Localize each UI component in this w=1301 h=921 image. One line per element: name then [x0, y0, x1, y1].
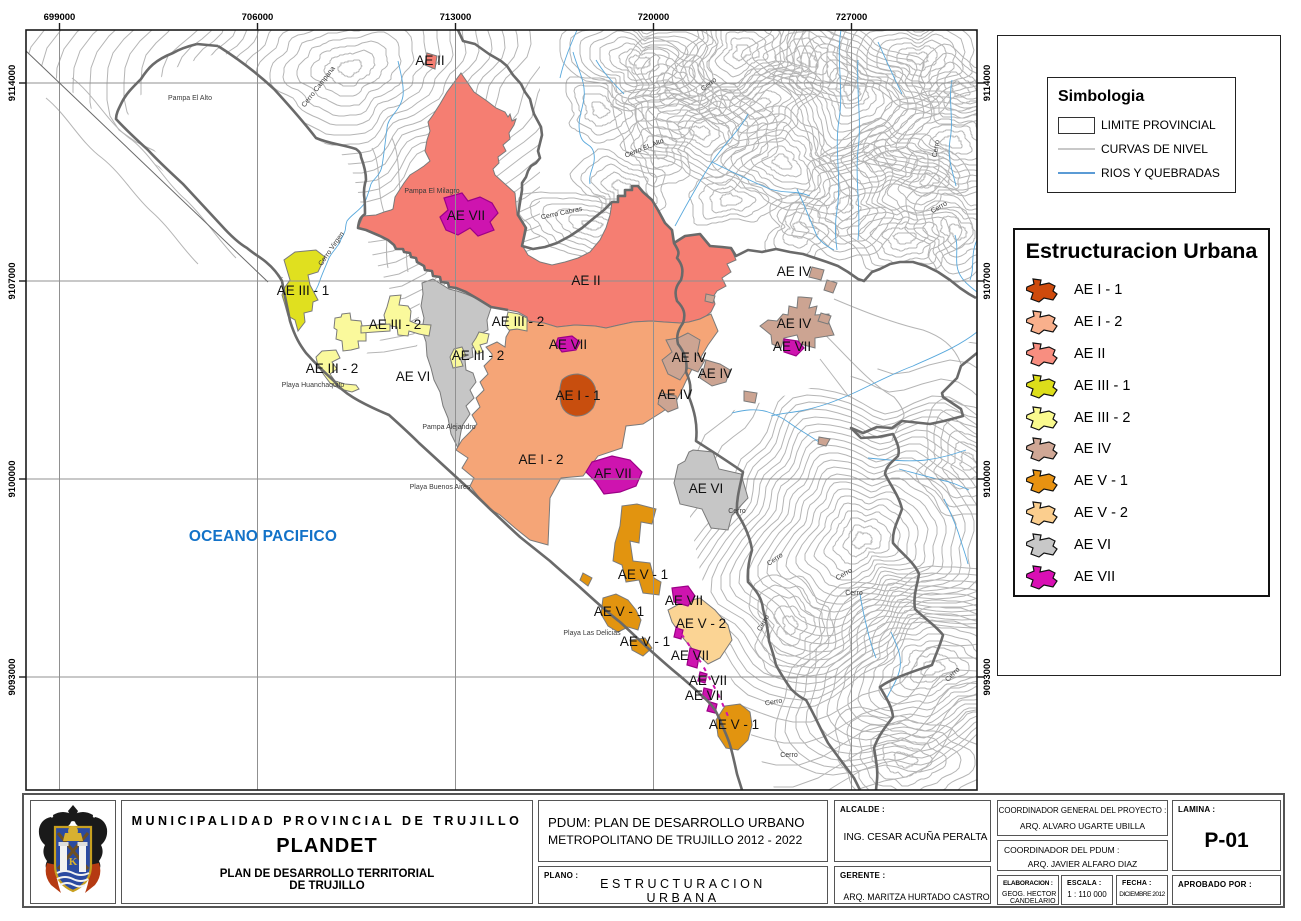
svg-text:727000: 727000 [836, 12, 868, 23]
svg-text:Cerro Cabras: Cerro Cabras [540, 206, 583, 222]
svg-text:AE I - 2: AE I - 2 [518, 452, 563, 467]
svg-text:AE V - 1: AE V - 1 [618, 567, 668, 582]
svg-text:9114000: 9114000 [7, 65, 18, 101]
svg-text:Playa Buenos Aires: Playa Buenos Aires [410, 484, 471, 491]
svg-text:AE III - 2: AE III - 2 [369, 317, 422, 332]
svg-text:AE VII: AE VII [665, 593, 703, 608]
svg-text:713000: 713000 [440, 12, 472, 23]
svg-text:Cerro: Cerro [765, 698, 784, 708]
svg-text:9100000: 9100000 [7, 461, 18, 498]
svg-text:AE III - 1: AE III - 1 [277, 283, 330, 298]
svg-text:Cerro: Cerro [845, 590, 863, 597]
svg-text:9093000: 9093000 [982, 659, 993, 696]
svg-text:AE VII: AE VII [689, 673, 727, 688]
svg-text:AE IV: AE IV [698, 366, 733, 381]
svg-text:9093000: 9093000 [7, 659, 18, 696]
svg-text:9114000: 9114000 [982, 65, 993, 101]
svg-text:AE VI: AE VI [396, 369, 431, 384]
svg-text:AE II: AE II [415, 53, 444, 68]
svg-text:K: K [69, 856, 78, 868]
svg-text:AE III - 2: AE III - 2 [492, 314, 545, 329]
svg-text:AE IV: AE IV [777, 264, 812, 279]
svg-text:Cerro EL Alto: Cerro EL Alto [624, 138, 665, 160]
svg-text:Playa Las Delicias: Playa Las Delicias [563, 630, 621, 637]
svg-text:AE V - 1: AE V - 1 [594, 604, 644, 619]
svg-text:AE VII: AE VII [447, 208, 485, 223]
svg-text:Cerro: Cerro [766, 552, 784, 568]
svg-text:AE I - 1: AE I - 1 [555, 388, 600, 403]
svg-text:AE VI: AE VI [689, 481, 724, 496]
svg-text:Cerro: Cerro [780, 752, 798, 759]
svg-text:699000: 699000 [44, 12, 76, 23]
svg-text:AE III - 2: AE III - 2 [306, 361, 359, 376]
svg-text:AE VII: AE VII [549, 337, 587, 352]
svg-text:AE IV: AE IV [658, 387, 693, 402]
svg-text:OCEANO PACIFICO: OCEANO PACIFICO [189, 528, 337, 545]
svg-text:AF VII: AF VII [594, 466, 632, 481]
svg-text:Cerro: Cerro [944, 666, 961, 683]
svg-text:Cerro: Cerro [932, 139, 942, 158]
svg-text:Pampa El Milagro: Pampa El Milagro [404, 188, 459, 195]
svg-text:AE IV: AE IV [777, 316, 812, 331]
svg-text:9100000: 9100000 [982, 461, 993, 498]
svg-text:AE V - 1: AE V - 1 [620, 634, 670, 649]
svg-text:AE V - 2: AE V - 2 [676, 616, 726, 631]
svg-text:720000: 720000 [638, 12, 670, 23]
svg-text:Pampa El Alto: Pampa El Alto [168, 95, 212, 102]
svg-text:Pampa Alejandro: Pampa Alejandro [422, 424, 475, 431]
svg-text:AE III - 2: AE III - 2 [452, 348, 505, 363]
svg-text:AE IV: AE IV [672, 350, 707, 365]
svg-text:9107000: 9107000 [7, 263, 18, 300]
svg-text:706000: 706000 [242, 12, 274, 23]
svg-text:Cerro: Cerro [728, 508, 746, 515]
svg-text:AE VII: AE VII [685, 688, 723, 703]
svg-text:9107000: 9107000 [982, 263, 993, 300]
svg-text:AE VII: AE VII [773, 339, 811, 354]
svg-text:AE II: AE II [571, 273, 600, 288]
svg-text:AE VII: AE VII [671, 648, 709, 663]
svg-text:Playa Huanchaquito: Playa Huanchaquito [282, 382, 345, 389]
svg-text:AE V - 1: AE V - 1 [709, 717, 759, 732]
